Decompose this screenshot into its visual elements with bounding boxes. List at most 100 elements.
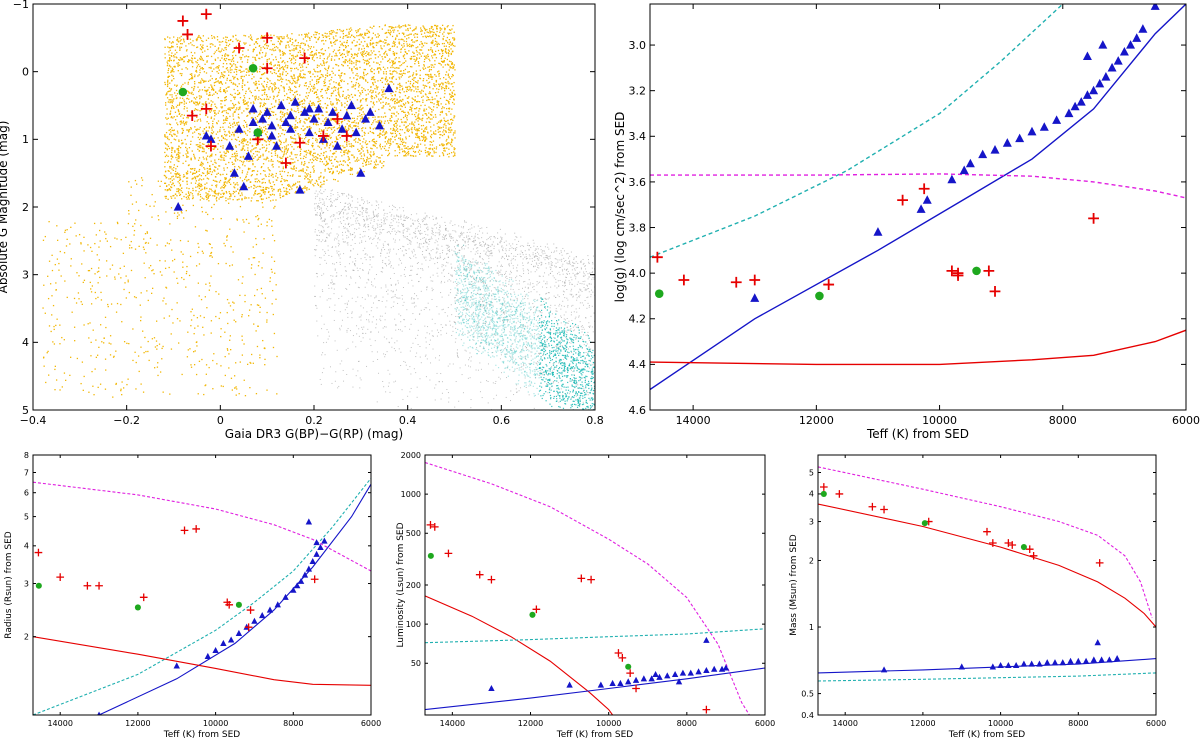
gray-star xyxy=(424,216,426,218)
gold-star xyxy=(309,100,311,102)
gray-star xyxy=(478,238,480,240)
gray-star xyxy=(428,252,430,254)
gray-star xyxy=(474,302,476,304)
gray-star xyxy=(431,290,433,292)
gray-star xyxy=(397,302,399,304)
teal-star xyxy=(542,394,544,397)
gray-star xyxy=(366,208,368,210)
teal-star xyxy=(479,288,481,290)
gray-star xyxy=(457,265,459,267)
gold-star xyxy=(425,113,427,115)
gray-star xyxy=(504,272,506,274)
teal-star xyxy=(539,337,541,340)
gray-star xyxy=(497,237,499,239)
gray-star xyxy=(519,326,521,328)
teal-star xyxy=(456,259,459,261)
gray-star xyxy=(467,377,469,379)
teal-star xyxy=(569,337,571,339)
gray-star xyxy=(409,391,411,393)
gray-star xyxy=(429,333,431,335)
gray-star xyxy=(319,212,321,214)
teal-star xyxy=(578,380,580,382)
teal-star xyxy=(531,329,533,331)
gray-star xyxy=(321,315,323,317)
gray-star xyxy=(435,252,437,254)
teal-star xyxy=(560,363,562,365)
gray-star xyxy=(336,262,338,264)
gray-star xyxy=(508,264,510,266)
gray-star xyxy=(486,286,488,288)
teal-star xyxy=(520,335,522,337)
teal-star xyxy=(476,262,478,264)
gray-star xyxy=(357,214,359,216)
teal-star xyxy=(536,334,538,336)
gray-star xyxy=(394,342,396,344)
teal-star xyxy=(500,290,502,292)
teal-star xyxy=(579,362,581,364)
teal-star xyxy=(462,320,464,322)
teal-star xyxy=(491,321,494,324)
teal-star xyxy=(566,334,568,336)
gray-star xyxy=(528,245,530,247)
gray-star xyxy=(509,348,511,350)
teal-star xyxy=(573,359,575,361)
gray-star xyxy=(577,273,579,275)
teal-star xyxy=(547,331,550,333)
gray-star xyxy=(316,212,318,214)
teal-star xyxy=(515,302,517,304)
gray-star xyxy=(576,299,578,301)
gray-star xyxy=(501,237,503,239)
gray-star xyxy=(497,244,499,246)
gold-star xyxy=(194,83,196,85)
gray-star xyxy=(525,258,527,260)
gray-star xyxy=(376,307,378,309)
teal-star xyxy=(461,328,464,330)
gray-star xyxy=(410,298,412,300)
gold-star xyxy=(357,107,360,109)
teal-star xyxy=(457,328,459,331)
gray-star xyxy=(532,312,534,314)
gray-star xyxy=(438,313,440,315)
gold-star xyxy=(240,77,242,79)
gray-star xyxy=(487,381,489,383)
gray-star xyxy=(477,252,479,254)
gray-star xyxy=(430,256,432,258)
gray-star xyxy=(444,221,446,223)
gray-star xyxy=(582,401,584,403)
gray-star xyxy=(480,342,482,344)
teal-star xyxy=(579,352,581,354)
teal-star xyxy=(467,303,469,305)
gold-star xyxy=(362,78,365,80)
gray-star xyxy=(456,240,458,242)
gray-star xyxy=(325,236,327,238)
teal-star xyxy=(476,281,478,283)
teal-star xyxy=(462,321,464,323)
gray-star xyxy=(479,256,481,258)
gray-star xyxy=(414,293,416,295)
gray-star xyxy=(435,216,437,218)
gray-star xyxy=(385,257,387,259)
gray-star xyxy=(445,235,447,237)
teal-star xyxy=(526,312,528,314)
gray-star xyxy=(482,278,484,280)
teal-star xyxy=(503,360,505,363)
gray-star xyxy=(486,226,488,228)
teal-star xyxy=(530,344,532,346)
teal-star xyxy=(601,392,602,393)
gray-star xyxy=(586,354,588,356)
gray-star xyxy=(548,258,550,260)
gray-star xyxy=(535,377,537,379)
gray-star xyxy=(339,329,341,331)
gray-star xyxy=(512,289,514,291)
teal-star xyxy=(579,370,582,372)
gray-star xyxy=(482,278,484,280)
gray-star xyxy=(591,305,593,307)
teal-star xyxy=(599,379,600,380)
gold-star xyxy=(409,33,411,35)
gray-star xyxy=(583,262,585,264)
teal-star xyxy=(566,338,568,340)
teal-star xyxy=(549,332,551,334)
gray-star xyxy=(475,243,477,245)
gray-star xyxy=(324,218,326,220)
teal-star xyxy=(483,267,485,269)
